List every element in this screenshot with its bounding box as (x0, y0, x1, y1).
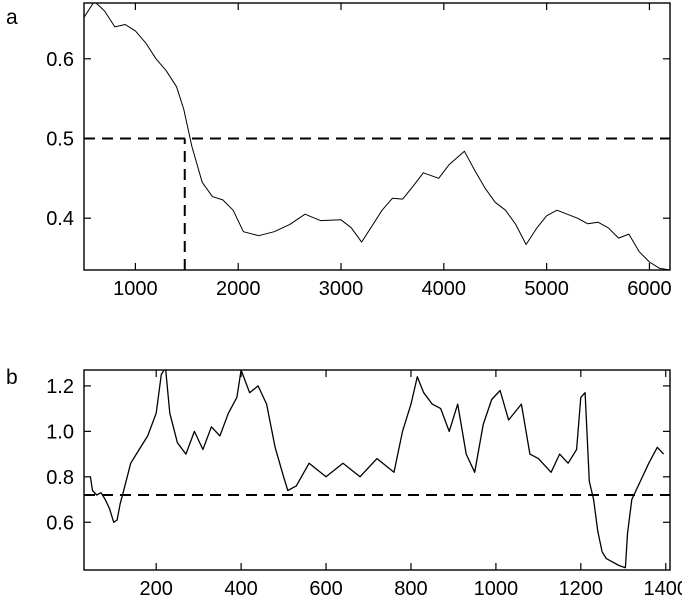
x-tick-label: 6000 (627, 278, 672, 300)
y-tick-label: 0.6 (46, 49, 74, 71)
x-tick-label: 1000 (113, 278, 158, 300)
x-tick-label: 5000 (524, 278, 569, 300)
x-tick-label: 2000 (216, 278, 261, 300)
y-tick-label: 1.2 (46, 376, 74, 398)
x-tick-label: 600 (309, 578, 342, 600)
x-tick-label: 4000 (422, 278, 467, 300)
panel-b-plot-area (84, 370, 670, 569)
y-tick-label: 0.5 (46, 128, 74, 150)
y-tick-label: 1.0 (46, 421, 74, 443)
panel-a-ticks: 1000 2000 3000 4000 5000 6000 0.4 0.5 0.6 (46, 3, 672, 300)
panel-a: a 1000 2000 3000 4000 5000 6000 0.4 0.5 0.6 (6, 2, 672, 300)
panel-a-frame (83, 2, 671, 271)
panel-label-a: a (6, 6, 18, 29)
x-tick-label: 3000 (319, 278, 364, 300)
series-line (89, 370, 665, 569)
panel-a-plot-area (84, 3, 670, 270)
panel-label-b: b (6, 366, 18, 389)
y-tick-label: 0.6 (46, 512, 74, 534)
y-tick-label: 0.4 (46, 208, 74, 230)
x-tick-label: 1200 (559, 578, 604, 600)
x-tick-label: 400 (224, 578, 257, 600)
x-tick-label: 200 (140, 578, 173, 600)
series-line (84, 3, 670, 270)
y-tick-label: 0.8 (46, 467, 74, 489)
x-tick-label: 1000 (474, 578, 519, 600)
panel-b-frame (83, 369, 671, 571)
x-tick-label: 800 (394, 578, 427, 600)
